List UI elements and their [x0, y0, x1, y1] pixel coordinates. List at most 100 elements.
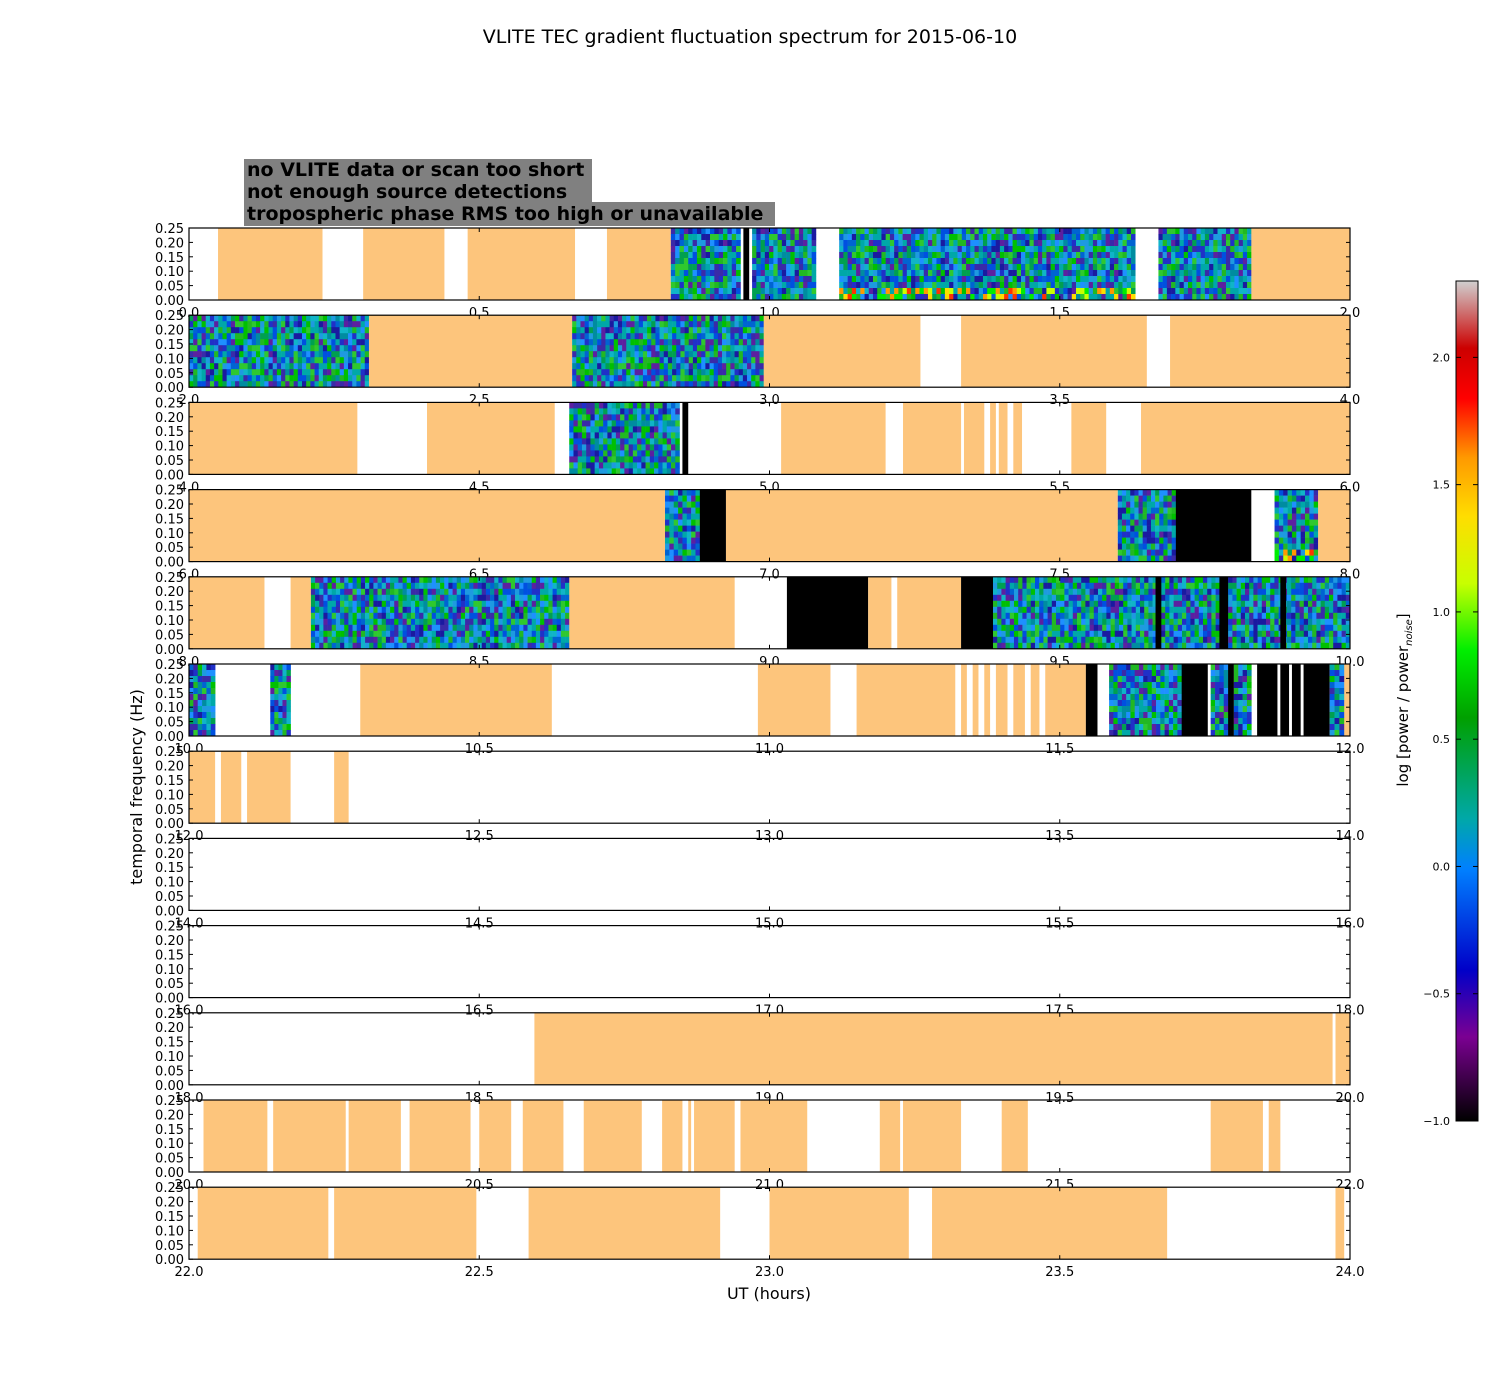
spectrum-cell [717, 345, 723, 352]
spectrum-cell [565, 582, 570, 590]
spectrum-cell [670, 252, 676, 259]
spectrum-cell [872, 276, 878, 283]
spectrum-cell [490, 588, 495, 596]
spectrum-cell [987, 228, 992, 235]
spectrum-cell [1126, 294, 1132, 301]
spectrum-cell [588, 363, 594, 370]
spectrum-cell [691, 513, 696, 520]
spectrum-cell [684, 339, 690, 346]
spectrum-cell [949, 282, 954, 289]
spectrum-cell [352, 582, 358, 590]
spectrum-cell [730, 351, 735, 358]
spectrum-cell [348, 327, 353, 334]
spectrum-cell [673, 513, 679, 520]
spectrum-cell [572, 315, 577, 322]
spectrum-cell [1296, 519, 1301, 526]
spectrum-cell [755, 339, 760, 346]
spectrum-cell [736, 258, 741, 265]
spectrum-cell [327, 624, 333, 632]
spectrum-cell [881, 294, 886, 301]
spectrum-cell [1119, 636, 1124, 644]
spectrum-cell [1063, 270, 1068, 277]
spectrum-cell [769, 282, 774, 289]
spectrum-cell [581, 402, 587, 409]
spectrum-cell [680, 351, 685, 358]
spectrum-cell [868, 270, 874, 277]
spectrum-cell [705, 240, 711, 247]
spectrum-cell [247, 345, 253, 352]
spectrum-cell [544, 624, 549, 632]
spectrum-cell [281, 315, 286, 322]
spectrum-cell [535, 642, 541, 650]
spectrum-cell [209, 345, 215, 352]
spectrum-cell [649, 402, 655, 409]
spectrum-cell [276, 321, 282, 328]
spectrum-cell [615, 432, 621, 439]
spectrum-cell [906, 270, 912, 277]
spectrum-cell [1146, 555, 1152, 562]
spectrum-cell [247, 363, 253, 370]
spectrum-cell [1008, 270, 1013, 277]
spectrum-cell [992, 600, 998, 608]
spectrum-cell [1071, 276, 1077, 283]
spectrum-cell [556, 606, 562, 614]
spectrum-cell [440, 630, 445, 638]
spectrum-cell [477, 612, 483, 620]
spectrum-cell [572, 369, 577, 376]
spectrum-cell [936, 234, 941, 241]
spectrum-cell [786, 294, 791, 301]
spectrum-cell [335, 327, 340, 334]
spectrum-cell [1183, 294, 1189, 301]
spectrum-cell [615, 402, 621, 409]
spectrum-cell [1173, 582, 1179, 590]
spectrum-cell [678, 555, 683, 562]
spectrum-cell [915, 294, 920, 301]
spectrum-cell [944, 264, 950, 271]
spectrum-cell [477, 624, 483, 632]
spectrum-cell [615, 408, 621, 415]
spectrum-cell [894, 276, 899, 283]
spectrum-cell [473, 594, 478, 602]
spectrum-cell [839, 288, 844, 295]
spectrum-cell [352, 612, 358, 620]
spectrum-cell [584, 327, 590, 334]
spectrum-cell [1131, 600, 1137, 608]
spectrum-cell [1213, 240, 1218, 247]
spectrum-cell [1261, 618, 1267, 626]
tropo-block [763, 315, 921, 388]
spectrum-cell [540, 630, 545, 638]
spectrum-cell [1236, 642, 1242, 650]
spectrum-cell [331, 624, 337, 632]
spectrum-cell [1287, 543, 1293, 550]
spectrum-cell [1148, 630, 1153, 638]
spectrum-cell [255, 351, 261, 358]
spectrum-cell [1253, 624, 1258, 632]
spectrum-cell [390, 606, 395, 614]
spectrum-cell [310, 351, 315, 358]
spectrum-cell [201, 339, 207, 346]
spectrum-cell [663, 369, 669, 376]
spectrum-cell [843, 276, 848, 283]
spectrum-cell [444, 582, 449, 590]
spectrum-cell [1123, 600, 1128, 608]
spectrum-cell [730, 357, 735, 364]
spectrum-cell [515, 600, 520, 608]
spectrum-cell [860, 288, 865, 295]
spectrum-cell [1257, 600, 1263, 608]
spectrum-cell [1067, 258, 1073, 265]
spectrum-cell [597, 357, 602, 364]
spectrum-cell [1054, 252, 1060, 259]
spectrum-cell [1123, 594, 1128, 602]
spectrum-cell [594, 468, 600, 475]
spectrum-cell [590, 426, 595, 433]
spectrum-cell [1309, 513, 1315, 520]
spectrum-cell [1134, 495, 1139, 502]
spectrum-cell [360, 618, 366, 626]
spectrum-cell [427, 630, 433, 638]
spectrum-cell [731, 294, 737, 301]
spectrum-cell [1313, 501, 1319, 508]
spectrum-cell [1127, 618, 1132, 626]
spectrum-cell [684, 375, 690, 382]
spectrum-cell [1166, 240, 1172, 247]
spectrum-cell [365, 624, 370, 632]
